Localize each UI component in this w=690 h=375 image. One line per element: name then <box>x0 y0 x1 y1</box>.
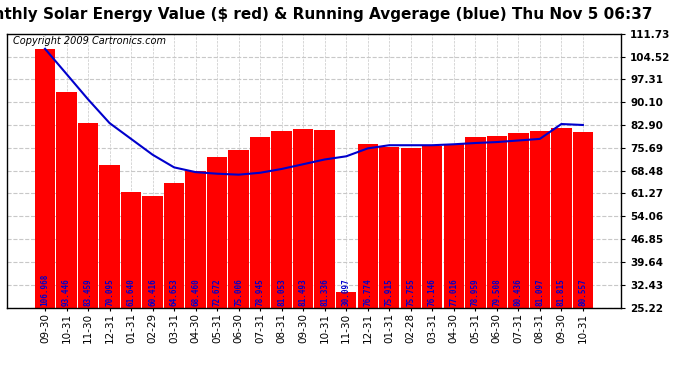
Text: 01-31: 01-31 <box>384 313 394 343</box>
Text: 05-31: 05-31 <box>471 313 480 343</box>
Text: 72.672: 72.672 <box>213 278 221 306</box>
Text: 83.459: 83.459 <box>83 278 92 306</box>
Text: 09-30: 09-30 <box>298 313 308 343</box>
Text: 06-30: 06-30 <box>492 313 502 343</box>
Text: 02-28: 02-28 <box>406 313 416 343</box>
Text: 01-31: 01-31 <box>126 313 136 343</box>
Bar <box>164 183 184 375</box>
Bar <box>250 138 270 375</box>
Bar <box>99 165 120 375</box>
Bar <box>207 158 228 375</box>
Text: 78.945: 78.945 <box>256 278 265 306</box>
Text: Monthly Solar Energy Value ($ red) & Running Avgerage (blue) Thu Nov 5 06:37: Monthly Solar Energy Value ($ red) & Run… <box>0 8 653 22</box>
Bar <box>530 130 550 375</box>
Text: 11-30: 11-30 <box>83 313 93 343</box>
Text: 106.968: 106.968 <box>41 273 50 306</box>
Text: 79.508: 79.508 <box>492 278 502 306</box>
Text: 10-31: 10-31 <box>578 313 588 343</box>
Text: 75.755: 75.755 <box>406 278 415 306</box>
Text: 80.436: 80.436 <box>514 278 523 306</box>
Text: 77.016: 77.016 <box>449 278 458 306</box>
Bar <box>78 123 98 375</box>
Bar <box>486 136 507 375</box>
Text: 10-31: 10-31 <box>319 313 330 343</box>
Text: 75.006: 75.006 <box>234 278 243 306</box>
Text: 03-31: 03-31 <box>169 313 179 343</box>
Text: 05-31: 05-31 <box>212 313 222 343</box>
Bar <box>34 49 55 375</box>
Bar <box>400 148 421 375</box>
Text: 07-31: 07-31 <box>255 313 265 343</box>
Text: 78.959: 78.959 <box>471 278 480 306</box>
Text: 61.640: 61.640 <box>126 278 136 306</box>
Text: 02-29: 02-29 <box>148 313 157 343</box>
Text: Copyright 2009 Cartronics.com: Copyright 2009 Cartronics.com <box>13 36 166 46</box>
Bar <box>186 171 206 375</box>
Text: 68.460: 68.460 <box>191 278 200 306</box>
Text: 93.446: 93.446 <box>62 278 71 306</box>
Bar <box>142 196 163 375</box>
Text: 11-30: 11-30 <box>342 313 351 343</box>
Text: 81.097: 81.097 <box>535 278 544 306</box>
Text: 06-30: 06-30 <box>234 313 244 343</box>
Text: 08-31: 08-31 <box>535 313 545 343</box>
Text: 04-30: 04-30 <box>448 313 459 343</box>
Bar <box>357 144 378 375</box>
Bar <box>379 147 400 375</box>
Text: 80.557: 80.557 <box>578 278 587 306</box>
Text: 81.493: 81.493 <box>299 278 308 306</box>
Text: 03-31: 03-31 <box>427 313 437 343</box>
Bar <box>422 146 442 375</box>
Bar <box>573 132 593 375</box>
Text: 81.815: 81.815 <box>557 278 566 306</box>
Text: 09-30: 09-30 <box>556 313 566 343</box>
Text: 81.336: 81.336 <box>320 278 329 306</box>
Text: 76.774: 76.774 <box>363 278 372 306</box>
Text: 04-30: 04-30 <box>190 313 201 343</box>
Text: 70.095: 70.095 <box>105 278 114 306</box>
Text: 07-31: 07-31 <box>513 313 523 343</box>
Text: 08-31: 08-31 <box>277 313 286 343</box>
Bar <box>228 150 249 375</box>
Bar <box>315 130 335 375</box>
Text: 60.416: 60.416 <box>148 278 157 306</box>
Text: 12-31: 12-31 <box>363 313 373 343</box>
Bar <box>121 192 141 375</box>
Text: 09-30: 09-30 <box>40 313 50 343</box>
Text: 81.053: 81.053 <box>277 278 286 306</box>
Bar <box>551 128 571 375</box>
Text: 75.915: 75.915 <box>385 278 394 306</box>
Bar <box>465 138 486 375</box>
Text: 10-31: 10-31 <box>61 313 72 343</box>
Text: 12-31: 12-31 <box>105 313 115 343</box>
Bar <box>336 292 357 375</box>
Bar <box>444 144 464 375</box>
Bar <box>271 131 292 375</box>
Bar <box>57 92 77 375</box>
Bar <box>293 129 313 375</box>
Text: 64.653: 64.653 <box>170 278 179 306</box>
Text: 30.097: 30.097 <box>342 278 351 306</box>
Bar <box>508 133 529 375</box>
Text: 76.146: 76.146 <box>428 278 437 306</box>
